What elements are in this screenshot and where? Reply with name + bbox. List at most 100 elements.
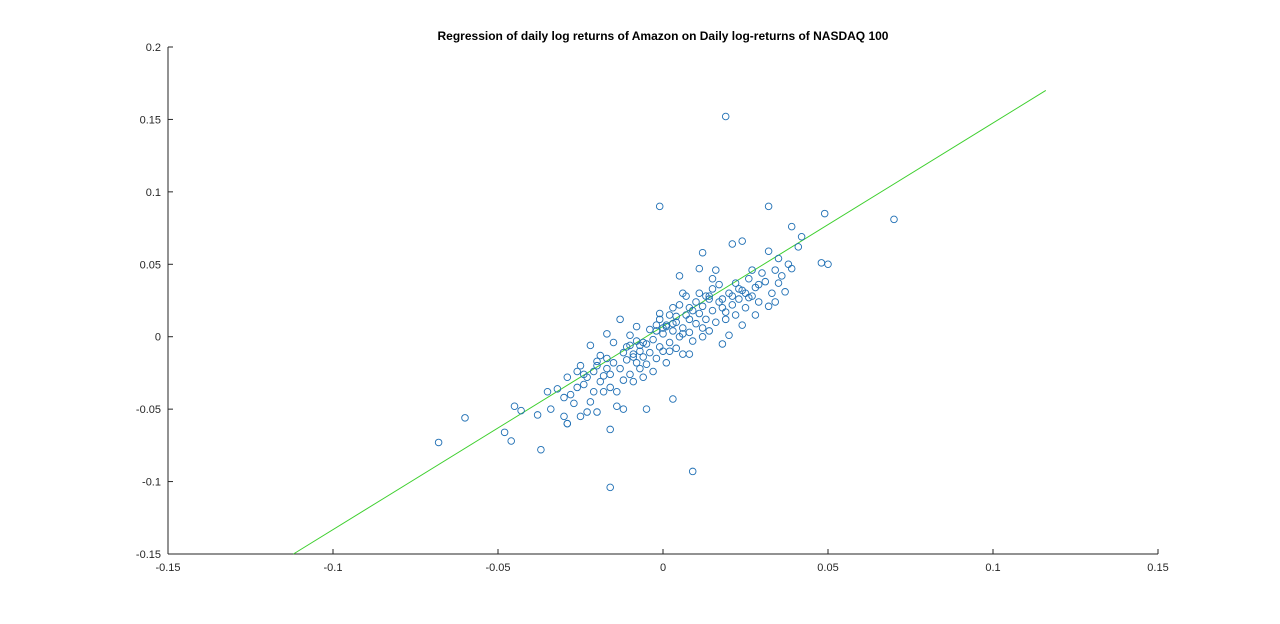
data-point (705, 327, 713, 335)
data-point (639, 338, 647, 347)
data-point (787, 264, 796, 273)
data-point (652, 327, 661, 335)
data-point (609, 338, 618, 347)
data-point (761, 277, 770, 286)
data-point (606, 483, 614, 492)
data-point (461, 414, 469, 422)
y-tick-label: 0.05 (140, 259, 161, 271)
x-tick-label: 0.1 (985, 562, 1000, 574)
y-tick-label: 0.15 (140, 114, 161, 126)
data-point (768, 289, 776, 298)
data-point (721, 308, 730, 316)
chart-title: Regression of daily log returns of Amazo… (437, 29, 889, 43)
x-tick-label: 0 (660, 562, 666, 574)
data-point (636, 347, 644, 355)
data-point (629, 350, 638, 358)
data-point (659, 324, 667, 332)
data-point (784, 260, 793, 269)
data-point (787, 222, 796, 231)
data-point (764, 247, 773, 255)
tick-labels-layer: -0.15 -0.1 -0.05 0 0.05 0.1 0.15 -0.15 -0.1 -0.05… (136, 42, 1169, 574)
data-point (748, 292, 756, 300)
data-point (507, 437, 515, 445)
data-point (745, 275, 753, 283)
data-point (642, 360, 651, 368)
data-point (718, 340, 727, 348)
data-point (560, 393, 568, 402)
data-point (563, 373, 572, 382)
data-point (712, 266, 720, 274)
data-point (599, 372, 608, 380)
data-point (619, 405, 628, 413)
data-point (754, 280, 763, 289)
data-point (626, 370, 634, 379)
data-point (639, 373, 647, 382)
data-point (570, 399, 578, 408)
data-point (586, 341, 595, 350)
data-point (685, 350, 694, 358)
data-point (728, 301, 737, 309)
data-point (580, 370, 588, 379)
y-tick-label: 0 (155, 332, 161, 344)
data-point (629, 353, 638, 361)
data-point (688, 337, 697, 345)
data-point (721, 112, 730, 121)
data-points-layer (434, 112, 898, 492)
data-point (735, 295, 743, 303)
data-point (672, 312, 680, 321)
data-point (649, 367, 657, 376)
data-point (738, 237, 746, 245)
data-point (665, 338, 674, 347)
data-point (824, 260, 832, 269)
data-point (817, 259, 826, 267)
data-point (669, 319, 677, 328)
data-point (616, 364, 624, 373)
data-point (735, 285, 743, 293)
data-point (533, 411, 542, 419)
data-point (692, 319, 700, 328)
data-point (537, 445, 545, 454)
data-point (698, 332, 707, 341)
data-point (543, 388, 552, 396)
data-point (652, 321, 661, 329)
data-point (659, 347, 667, 355)
data-point (599, 388, 608, 396)
data-point (718, 303, 727, 312)
data-point (517, 406, 525, 415)
data-point (626, 341, 634, 350)
data-point (764, 302, 773, 311)
data-point (685, 315, 694, 324)
data-point (731, 279, 740, 287)
data-point (695, 309, 704, 318)
data-point (603, 330, 611, 338)
data-point (619, 348, 628, 357)
data-point (679, 330, 687, 338)
data-point (698, 324, 707, 332)
data-point (669, 303, 677, 312)
data-point (665, 311, 674, 319)
data-point (679, 289, 687, 298)
data-point (642, 405, 651, 413)
data-point (586, 398, 595, 406)
data-point (622, 343, 631, 351)
data-point (576, 361, 585, 370)
data-point (553, 385, 562, 393)
data-point (583, 408, 591, 416)
data-point (649, 335, 657, 344)
data-point (725, 331, 733, 340)
data-point (560, 412, 568, 421)
data-point (616, 315, 624, 324)
x-tick-label: 0.15 (1147, 562, 1168, 574)
data-point (593, 357, 601, 366)
data-point (622, 356, 631, 364)
data-point (619, 376, 628, 384)
data-point (728, 292, 737, 300)
data-point (702, 292, 710, 300)
data-point (794, 243, 803, 251)
data-point (679, 350, 687, 358)
y-tick-label: 0.1 (146, 187, 161, 199)
data-point (715, 280, 723, 289)
data-point (606, 383, 614, 392)
data-point (573, 383, 581, 392)
